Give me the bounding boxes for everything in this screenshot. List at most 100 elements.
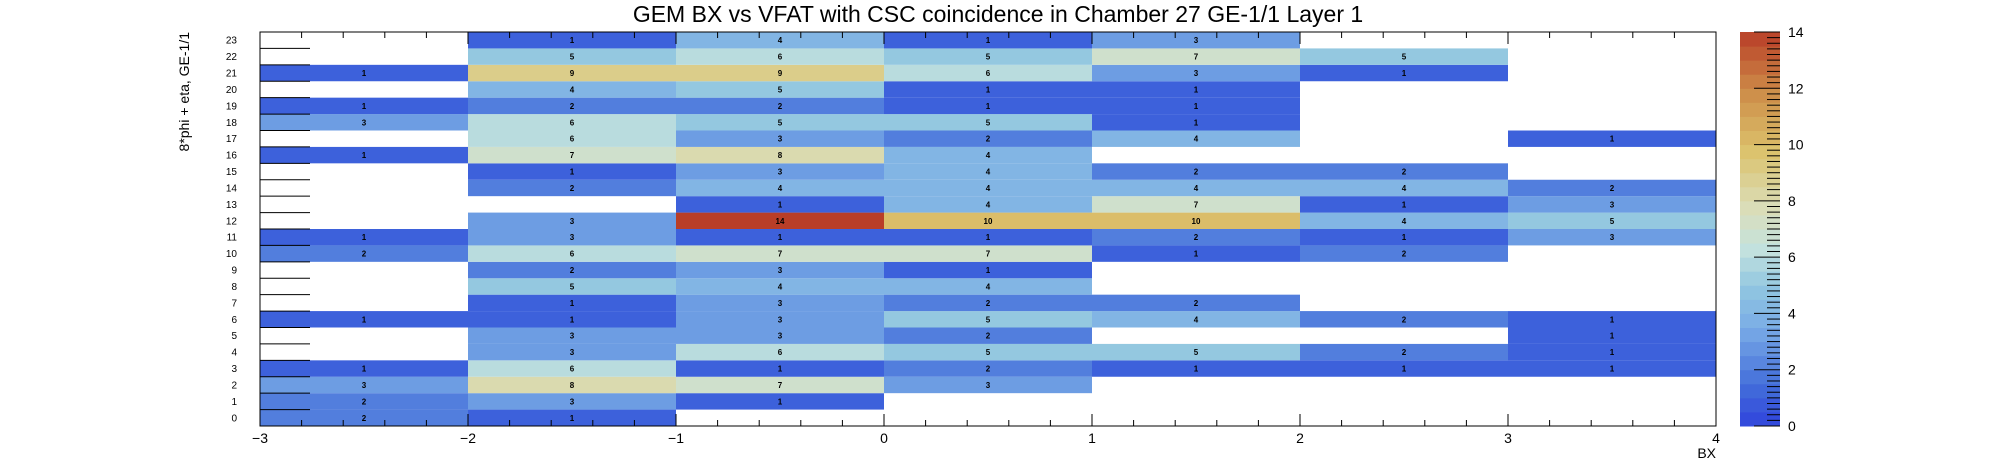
y-tick-label: 9 bbox=[231, 266, 237, 277]
cell-value-label: 4 bbox=[778, 36, 783, 45]
cell-value-label: 1 bbox=[778, 233, 783, 242]
y-tick-label: 7 bbox=[231, 298, 237, 309]
cell-value-label: 1 bbox=[1194, 118, 1199, 127]
cell-value-label: 1 bbox=[570, 36, 575, 45]
colorbar-band bbox=[1740, 243, 1780, 258]
heatmap-cell bbox=[884, 179, 1092, 197]
cell-value-label: 1 bbox=[986, 36, 991, 45]
cell-value-label: 3 bbox=[778, 168, 783, 177]
cell-value-label: 5 bbox=[1610, 217, 1615, 226]
cell-value-label: 7 bbox=[778, 250, 783, 259]
y-tick-label: 18 bbox=[226, 118, 238, 129]
colorbar-band bbox=[1740, 411, 1780, 427]
heatmap-cell bbox=[884, 146, 1092, 164]
cell-value-label: 6 bbox=[570, 250, 575, 259]
cell-value-label: 5 bbox=[570, 53, 575, 62]
y-tick-label: 1 bbox=[231, 397, 237, 408]
heatmap-cell bbox=[468, 48, 676, 65]
colorbar-tick-label: 10 bbox=[1788, 137, 1804, 153]
cell-value-label: 1 bbox=[362, 102, 367, 111]
cell-value-label: 1 bbox=[570, 315, 575, 324]
cell-value-label: 3 bbox=[778, 315, 783, 324]
cell-value-label: 1 bbox=[362, 365, 367, 374]
colorbar-band bbox=[1740, 200, 1780, 216]
heatmap-cell bbox=[1300, 196, 1508, 213]
cell-value-label: 4 bbox=[1194, 184, 1199, 193]
cell-value-label: 6 bbox=[570, 118, 575, 127]
cell-value-label: 4 bbox=[1402, 184, 1407, 193]
heatmap-cell bbox=[1300, 360, 1508, 377]
cell-value-label: 4 bbox=[986, 184, 991, 193]
heatmap-cell bbox=[468, 97, 676, 115]
heatmap-cell bbox=[884, 32, 1092, 49]
cell-value-label: 6 bbox=[986, 69, 991, 78]
y-tick-label: 5 bbox=[231, 331, 237, 342]
y-tick-label: 8 bbox=[231, 282, 237, 293]
y-tick-label: 3 bbox=[231, 364, 237, 375]
heatmap-cell bbox=[676, 81, 884, 98]
heatmap-cell bbox=[1092, 245, 1300, 262]
cell-value-label: 2 bbox=[1194, 299, 1199, 308]
heatmap-cell bbox=[468, 245, 676, 262]
cell-value-label: 7 bbox=[1194, 53, 1199, 62]
heatmap-cell bbox=[676, 229, 884, 246]
heatmap-cell bbox=[468, 278, 676, 295]
heatmap-cell bbox=[1092, 81, 1300, 98]
y-tick-label: 23 bbox=[226, 36, 238, 47]
heatmap-cell bbox=[676, 196, 884, 213]
heatmap-cell bbox=[1508, 327, 1716, 344]
cell-value-label: 1 bbox=[1194, 365, 1199, 374]
cell-value-label: 1 bbox=[1402, 200, 1407, 209]
colorbar-band bbox=[1740, 144, 1780, 160]
heatmap-cell bbox=[676, 360, 884, 377]
cell-value-label: 3 bbox=[570, 332, 575, 341]
cell-value-label: 2 bbox=[1402, 348, 1407, 357]
heatmap-cell bbox=[676, 179, 884, 197]
heatmap-cell bbox=[884, 114, 1092, 131]
heatmap-cell bbox=[468, 114, 676, 131]
colorbar-band bbox=[1740, 369, 1780, 385]
colorbar-band bbox=[1740, 383, 1780, 399]
colorbar-band bbox=[1740, 116, 1780, 131]
heatmap-cell bbox=[260, 311, 468, 328]
heatmap-cell bbox=[676, 32, 884, 49]
heatmap-cell bbox=[1092, 343, 1300, 361]
cell-value-label: 3 bbox=[778, 299, 783, 308]
heatmap-cell bbox=[468, 179, 676, 197]
cell-value-label: 3 bbox=[570, 233, 575, 242]
y-tick-label: 22 bbox=[226, 52, 238, 63]
cell-value-label: 4 bbox=[1402, 217, 1407, 226]
heatmap-cell bbox=[260, 64, 468, 82]
heatmap-cell bbox=[1092, 64, 1300, 82]
colorbar-band bbox=[1740, 186, 1780, 202]
heatmap-cell bbox=[676, 393, 884, 410]
cell-value-label: 7 bbox=[570, 151, 575, 160]
x-tick-label: 1 bbox=[1088, 430, 1096, 446]
heatmap-cell bbox=[468, 294, 676, 312]
y-tick-label: 2 bbox=[231, 380, 237, 391]
cell-value-label: 3 bbox=[570, 397, 575, 406]
heatmap-cell bbox=[1300, 343, 1508, 361]
cell-value-label: 5 bbox=[986, 315, 991, 324]
colorbar-band bbox=[1740, 32, 1780, 47]
heatmap-cell bbox=[260, 146, 468, 164]
colorbar-band bbox=[1740, 60, 1780, 75]
cell-value-label: 1 bbox=[778, 365, 783, 374]
cell-value-label: 5 bbox=[778, 118, 783, 127]
colorbar-band bbox=[1740, 355, 1780, 371]
cell-value-label: 2 bbox=[986, 332, 991, 341]
heatmap-cell bbox=[468, 360, 676, 377]
heatmap-cell bbox=[1300, 311, 1508, 328]
cell-value-label: 3 bbox=[362, 381, 367, 390]
heatmap-cell bbox=[1092, 212, 1300, 229]
y-tick-label: 21 bbox=[226, 69, 238, 80]
colorbar-band bbox=[1740, 341, 1780, 357]
heatmap-cell bbox=[260, 376, 468, 394]
heatmap-cell bbox=[884, 212, 1092, 229]
x-tick-label: 4 bbox=[1712, 430, 1720, 446]
cell-value-label: 1 bbox=[986, 102, 991, 111]
heatmap-cell bbox=[1092, 114, 1300, 131]
cell-value-label: 1 bbox=[1194, 85, 1199, 94]
heatmap-cell bbox=[468, 64, 676, 82]
